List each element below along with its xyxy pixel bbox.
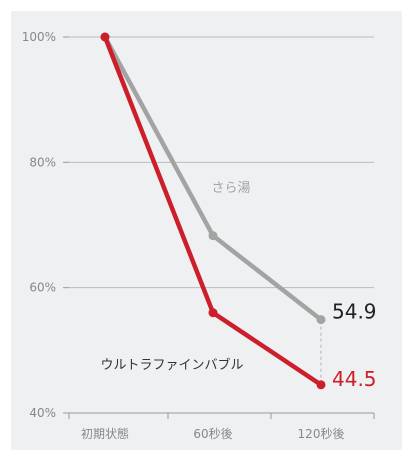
series-label-ufb: ウルトラファインバブル xyxy=(100,357,243,373)
y-tick-label: 80% xyxy=(29,155,56,169)
data-point xyxy=(316,380,326,390)
series-line-2 xyxy=(102,34,324,388)
y-tick-label: 40% xyxy=(29,406,56,420)
y-tick-label: 60% xyxy=(29,281,56,295)
x-tick-label: 初期状態 xyxy=(81,426,129,441)
data-point xyxy=(316,315,326,325)
x-tick-label: 120秒後 xyxy=(298,427,345,441)
end-value-label: 44.5 xyxy=(332,367,377,391)
chart: 40% 60% 80% 100% 初期状態 60秒後 120秒後 さら湯ウルトラファインバブ… xyxy=(11,11,402,450)
end-value-label: 54.9 xyxy=(332,300,377,324)
line-chart: 40% 60% 80% 100% 初期状態 60秒後 120秒後 さら湯ウルトラファインバブ… xyxy=(22,30,377,441)
y-tick-label: 100% xyxy=(22,30,56,44)
series-label-sara-yu: さら湯 xyxy=(211,181,250,196)
data-point xyxy=(100,32,110,42)
series-line-1 xyxy=(102,34,324,322)
data-point xyxy=(208,231,218,241)
x-tick-label: 60秒後 xyxy=(193,427,232,441)
data-point xyxy=(208,308,218,318)
